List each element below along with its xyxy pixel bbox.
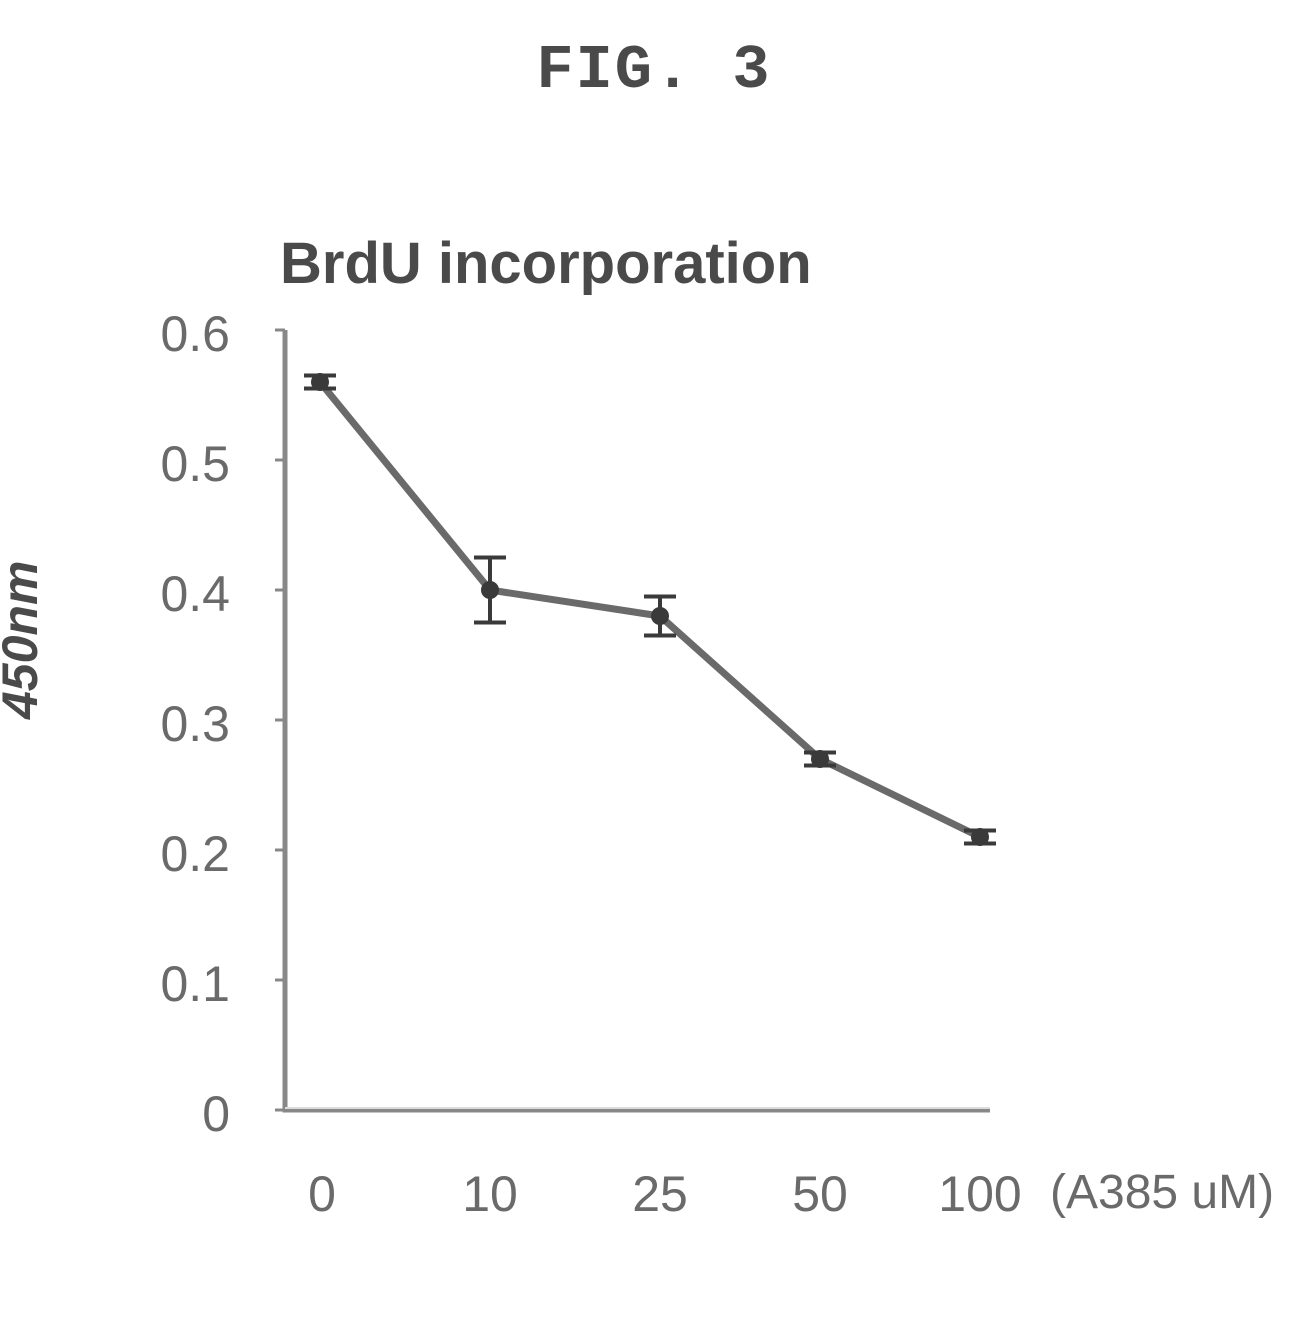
y-tick-4: 0.4 xyxy=(130,565,230,623)
x-tick-3: 50 xyxy=(770,1165,870,1223)
x-tick-2: 25 xyxy=(610,1165,710,1223)
y-axis-label: 450nm xyxy=(0,561,49,719)
x-tick-1: 10 xyxy=(440,1165,540,1223)
x-tick-0: 0 xyxy=(272,1165,372,1223)
y-tick-1: 0.1 xyxy=(130,955,230,1013)
y-tick-3: 0.3 xyxy=(130,695,230,753)
figure-label: FIG. 3 xyxy=(0,35,1308,106)
y-tick-0: 0 xyxy=(170,1085,230,1143)
chart-title: BrdU incorporation xyxy=(280,230,812,297)
y-tick-6: 0.6 xyxy=(130,305,230,363)
y-tick-2: 0.2 xyxy=(130,825,230,883)
y-tick-5: 0.5 xyxy=(130,435,230,493)
line-chart xyxy=(260,320,1030,1140)
x-tick-4: 100 xyxy=(930,1165,1030,1223)
x-axis-suffix: (A385 uM) xyxy=(1050,1165,1274,1220)
